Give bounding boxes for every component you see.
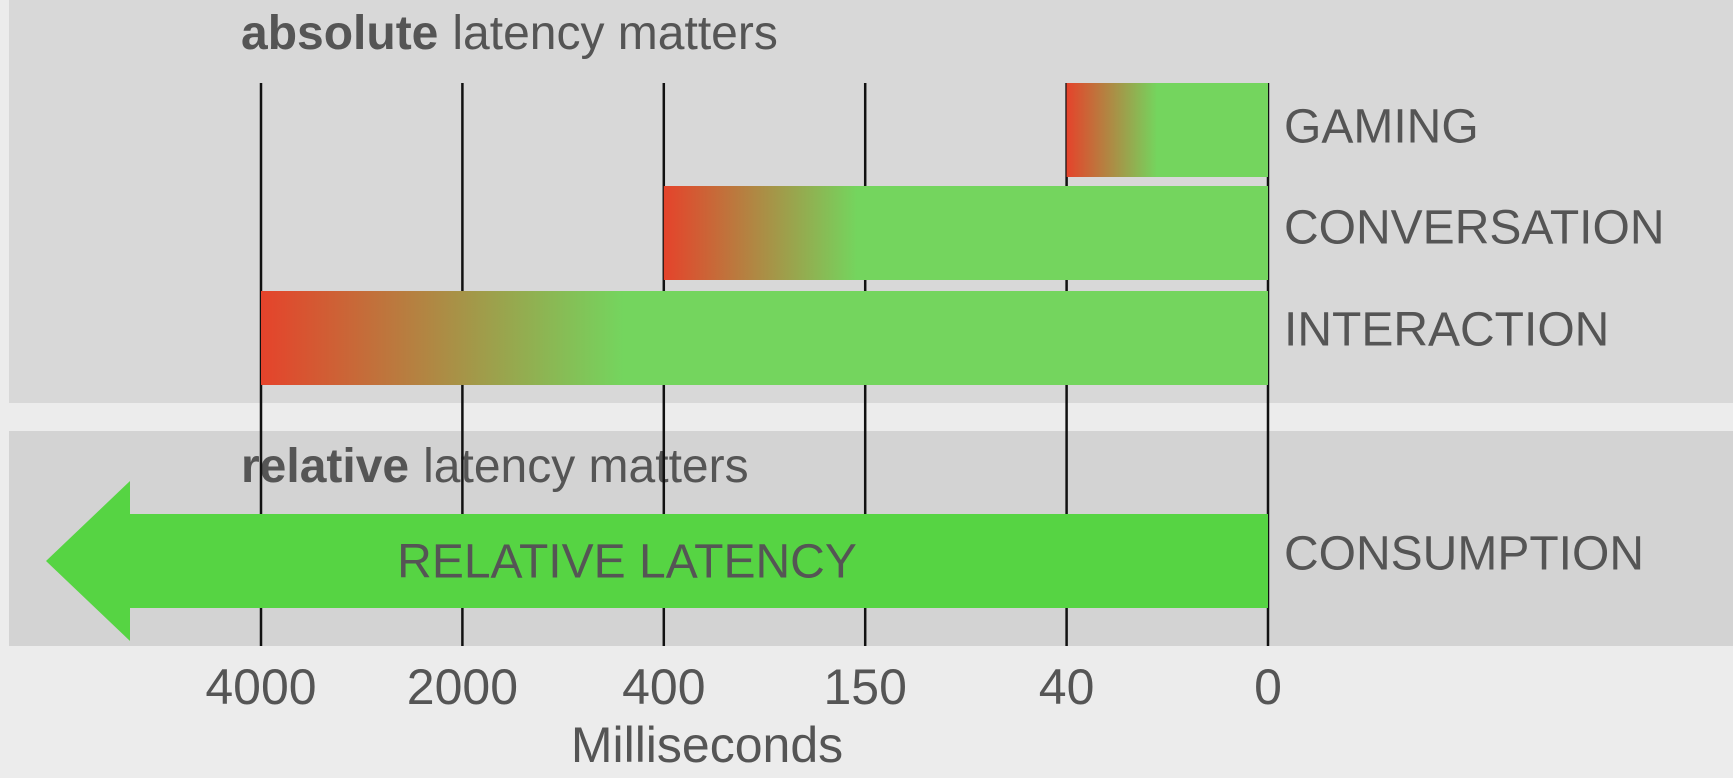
category-label: GAMING [1284,101,1479,154]
panel-title-emphasis: relative [241,440,409,493]
x-tick-label: 4000 [205,659,316,715]
x-tick-label: 150 [823,659,906,715]
x-tick-label: 40 [1039,659,1095,715]
x-tick-label: 0 [1254,659,1282,715]
panel-title-rest: latency matters [423,440,748,493]
panel-title-rest: latency matters [452,7,777,60]
panel-title-emphasis: absolute [241,7,438,60]
x-tick-label: 400 [622,659,705,715]
category-label: INTERACTION [1284,304,1609,357]
panel-title: absolute latency matters [241,7,778,60]
category-label: CONVERSATION [1284,202,1664,255]
bar [1066,83,1268,177]
bar [663,186,1268,280]
x-axis-label: Milliseconds [571,717,843,773]
x-tick-label: 2000 [407,659,518,715]
relative-arrow [46,481,1268,641]
category-label: CONSUMPTION [1284,528,1644,581]
arrow-label: RELATIVE LATENCY [397,536,857,589]
bar [261,291,1268,385]
panel-title: relative latency matters [241,440,749,493]
